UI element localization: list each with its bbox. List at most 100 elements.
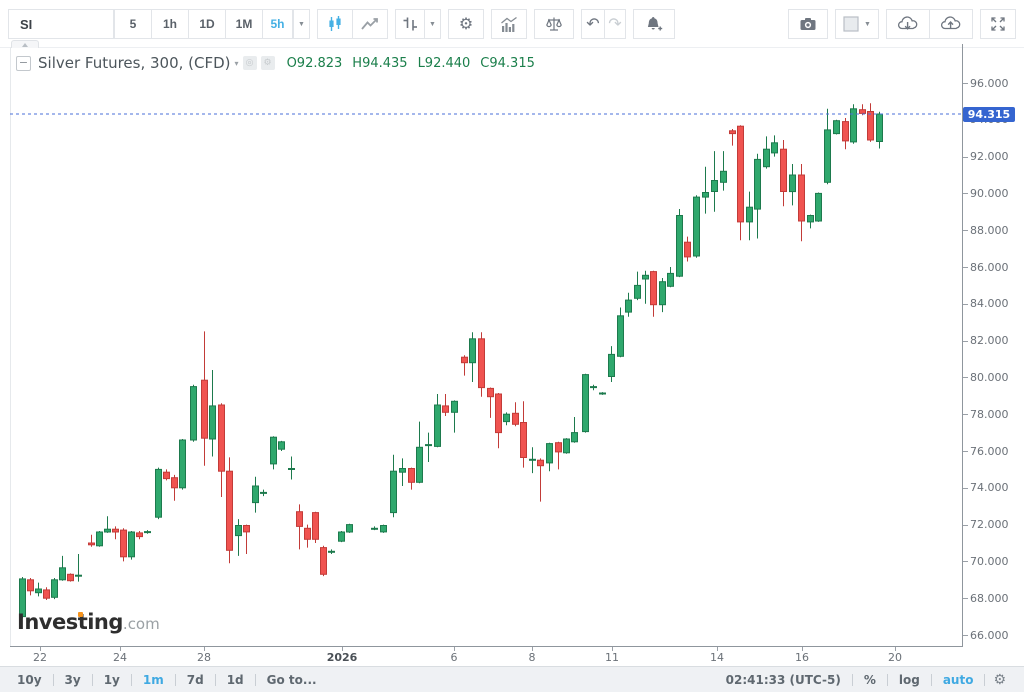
time-label: 2026 — [326, 651, 358, 664]
time-tick — [895, 647, 896, 651]
time-tick — [454, 647, 455, 651]
log-scale-button[interactable]: log — [898, 672, 920, 687]
time-label: 11 — [605, 651, 619, 664]
series-visibility-icon[interactable]: ◎ — [242, 56, 257, 70]
time-label: 8 — [528, 651, 536, 664]
time-tick — [532, 647, 533, 651]
scales-icon — [546, 17, 562, 31]
price-label: 82.000 — [970, 334, 1009, 348]
undo-button[interactable]: ↶ — [581, 9, 605, 39]
chevron-down-icon[interactable]: ▾ — [234, 58, 239, 68]
price-label: 96.000 — [970, 76, 1009, 90]
last-price-badge: 94.315 — [963, 106, 1015, 122]
price-tick — [963, 303, 968, 305]
divider — [984, 673, 986, 686]
camera-icon — [800, 18, 816, 30]
price-label: 74.000 — [970, 481, 1009, 495]
clock-label[interactable]: 02:41:33 (UTC-5) — [725, 672, 841, 687]
range-button-1d[interactable]: 1d — [226, 672, 244, 687]
open-value: O92.823 — [286, 55, 343, 71]
save-layout-button[interactable] — [929, 9, 973, 39]
range-button-3y[interactable]: 3y — [64, 672, 81, 687]
time-label: 22 — [33, 651, 47, 664]
layout-select-button[interactable]: ▼ — [835, 9, 879, 39]
time-label: 20 — [888, 651, 902, 664]
chevron-up-icon — [22, 42, 28, 47]
divider — [130, 673, 132, 686]
price-tick — [963, 487, 968, 489]
symbol-input[interactable] — [18, 15, 110, 33]
compare-button[interactable] — [534, 9, 574, 39]
auto-scale-button[interactable]: auto — [942, 672, 974, 687]
price-tick — [963, 635, 968, 636]
price-label: 92.000 — [970, 150, 1009, 164]
time-tick — [204, 647, 205, 651]
indicators-button[interactable] — [491, 9, 527, 39]
price-label: 78.000 — [970, 407, 1009, 421]
chart-settings-button[interactable]: ⚙ — [448, 9, 484, 39]
range-button-1y[interactable]: 1y — [103, 672, 120, 687]
range-button-10y[interactable]: 10y — [17, 672, 42, 687]
price-tick — [963, 156, 968, 158]
price-label: 70.000 — [970, 554, 1009, 568]
chart-left-border — [10, 47, 11, 646]
symbol-search-box[interactable] — [8, 9, 114, 39]
interval-button-1h[interactable]: 1h — [151, 9, 189, 39]
price-label: 84.000 — [970, 297, 1009, 311]
time-label: 16 — [795, 651, 809, 664]
undo-arrow-icon: ↶ — [586, 14, 600, 33]
interval-dropdown-button[interactable]: ▼ — [293, 9, 310, 39]
time-tick — [342, 647, 343, 651]
interval-buttons: 5 1h 1D 1M 5h — [114, 9, 293, 39]
price-axis-line — [962, 44, 963, 647]
load-layout-button[interactable] — [886, 9, 930, 39]
price-tick — [963, 524, 968, 526]
redo-button[interactable]: ↷ — [604, 9, 626, 39]
divider — [886, 673, 888, 686]
price-tick — [963, 561, 968, 563]
chevron-down-icon: ▼ — [429, 20, 436, 28]
style-dropdown-button[interactable]: ▼ — [424, 9, 441, 39]
divider — [930, 673, 932, 686]
interval-button-5h[interactable]: 5h — [262, 9, 293, 39]
percent-scale-button[interactable]: % — [863, 672, 876, 687]
footer-gear-icon[interactable]: ⚙ — [993, 671, 1006, 688]
goto-button[interactable]: Go to... — [266, 672, 317, 687]
add-alert-button[interactable] — [633, 9, 675, 39]
bar-style-button[interactable] — [395, 9, 425, 39]
time-tick — [802, 647, 803, 651]
layout-square-icon — [843, 16, 859, 32]
series-settings-icon[interactable]: ⚙ — [260, 56, 275, 70]
chevron-down-icon: ▼ — [864, 20, 871, 28]
candlestick-icon — [329, 16, 341, 31]
fullscreen-button[interactable] — [980, 9, 1016, 39]
cloud-upload-icon — [941, 16, 961, 30]
range-button-7d[interactable]: 7d — [186, 672, 204, 687]
time-tick — [40, 647, 41, 651]
time-tick — [120, 647, 121, 651]
bottom-toolbar: 10y 3y 1y 1m 7d 1d Go to... 02:41:33 (UTC-5) … — [0, 666, 1024, 692]
time-tick — [717, 647, 718, 651]
price-tick — [963, 598, 968, 600]
snapshot-button[interactable] — [788, 9, 828, 39]
price-label: 80.000 — [970, 370, 1009, 384]
time-label: 24 — [113, 651, 127, 664]
legend-collapse-button[interactable]: − — [16, 55, 31, 71]
price-label: 88.000 — [970, 223, 1009, 237]
line-style-button[interactable] — [352, 9, 388, 39]
drawing-panel-toggle[interactable] — [11, 40, 39, 48]
time-axis-line — [10, 646, 962, 647]
symbol-title[interactable]: Silver Futures, 300, (CFD) — [38, 54, 231, 72]
interval-button-1M[interactable]: 1M — [225, 9, 263, 39]
range-button-1m[interactable]: 1m — [142, 672, 164, 687]
interval-button-5[interactable]: 5 — [114, 9, 152, 39]
time-tick — [612, 647, 613, 651]
fullscreen-icon — [991, 17, 1005, 31]
chart-pane[interactable] — [10, 47, 962, 646]
logo-brand-text: Investing — [17, 610, 123, 634]
interval-button-1D[interactable]: 1D — [188, 9, 226, 39]
alert-bell-icon — [647, 17, 663, 31]
candlestick-style-button[interactable] — [317, 9, 353, 39]
price-tick — [963, 377, 968, 379]
